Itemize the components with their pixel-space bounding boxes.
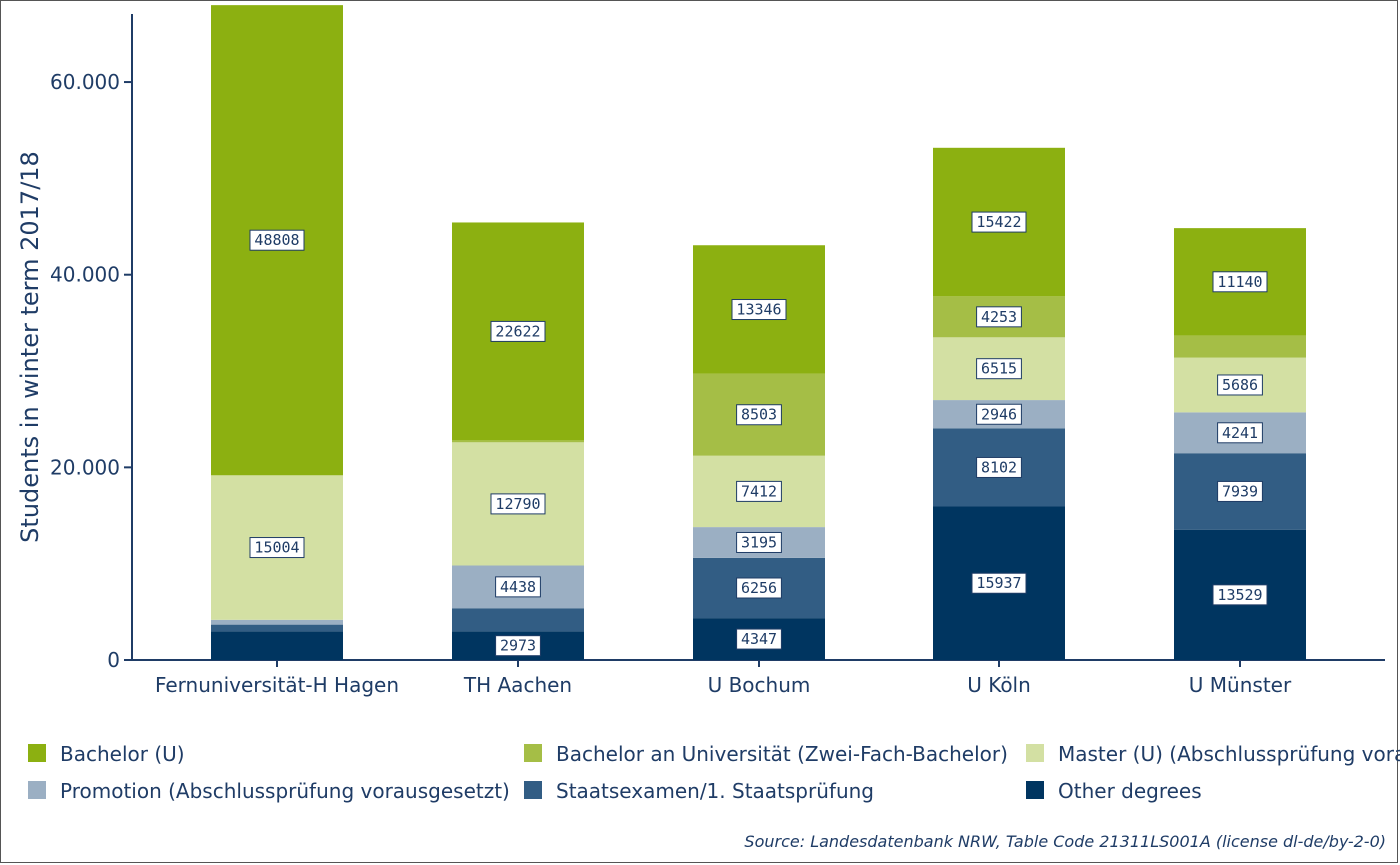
data-label: 22622 [495, 322, 540, 340]
legend-label: Bachelor an Universität (Zwei-Fach-Bache… [556, 742, 1008, 766]
data-label-box [976, 456, 1022, 478]
data-label-box [490, 493, 546, 515]
data-label-box [736, 628, 782, 650]
data-label: 11140 [1217, 273, 1262, 291]
data-label: 7939 [1222, 482, 1258, 500]
data-label-box [736, 480, 782, 502]
data-label: 4347 [741, 630, 777, 648]
source-caption: Source: Landesdatenbank NRW, Table Code … [744, 832, 1386, 851]
legend-label: Other degrees [1058, 779, 1202, 803]
data-label: 13529 [1217, 586, 1262, 604]
data-label: 48808 [254, 231, 299, 249]
data-label-box [971, 211, 1027, 233]
x-tick-label: U Bochum [708, 673, 811, 697]
data-label: 7412 [741, 482, 777, 500]
y-tick-label: 20.000 [50, 455, 120, 479]
data-label-box [736, 577, 782, 599]
legend-swatch [1026, 744, 1044, 762]
data-label-box [249, 537, 305, 559]
data-label-box [1212, 271, 1268, 293]
x-tick-label: TH Aachen [463, 673, 572, 697]
bar-segment [452, 608, 584, 632]
data-label-box [1212, 584, 1268, 606]
data-label: 15422 [976, 213, 1021, 231]
legend-label: Bachelor (U) [60, 742, 185, 766]
data-label: 8503 [741, 406, 777, 424]
y-axis-label: Students in winter term 2017/18 [16, 151, 44, 543]
legend-swatch [524, 744, 542, 762]
x-tick-label: U Münster [1189, 673, 1292, 697]
data-label: 2946 [981, 405, 1017, 423]
y-tick-label: 60.000 [50, 70, 120, 94]
data-label-box [736, 404, 782, 426]
y-tick-label: 40.000 [50, 263, 120, 287]
data-label-box [1217, 480, 1263, 502]
data-label-box [1217, 374, 1263, 396]
y-tick-label: 0 [107, 648, 120, 672]
data-label: 4253 [981, 308, 1017, 326]
legend-swatch [28, 744, 46, 762]
data-label-box [731, 299, 787, 321]
data-label: 6515 [981, 360, 1017, 378]
data-label: 3195 [741, 533, 777, 551]
legend-label: Master (U) (Abschlussprüfung vorausgeset… [1058, 742, 1400, 766]
legend-label: Staatsexamen/1. Staatsprüfung [556, 779, 874, 803]
legend-swatch [1026, 781, 1044, 799]
legend-swatch [28, 781, 46, 799]
data-label-box [976, 403, 1022, 425]
data-label: 12790 [495, 495, 540, 513]
data-label-box [736, 531, 782, 553]
data-label-box [971, 572, 1027, 594]
data-label: 4438 [500, 578, 536, 596]
data-label-box [976, 306, 1022, 328]
legend-swatch [524, 781, 542, 799]
data-label-box [495, 635, 541, 657]
bar-segment [211, 631, 343, 660]
data-label: 15004 [254, 539, 299, 557]
data-label-box [490, 320, 546, 342]
data-label-box [1217, 422, 1263, 444]
data-label: 5686 [1222, 376, 1258, 394]
data-label: 2973 [500, 637, 536, 655]
bar-segment [211, 624, 343, 632]
bar-segment [1174, 335, 1306, 358]
data-label: 6256 [741, 579, 777, 597]
data-label-box [976, 358, 1022, 380]
data-label-box [249, 229, 305, 251]
data-label: 8102 [981, 458, 1017, 476]
data-label-box [495, 576, 541, 598]
x-tick-label: Fernuniversität-H Hagen [155, 673, 399, 697]
data-label: 15937 [976, 574, 1021, 592]
x-tick-label: U Köln [967, 673, 1031, 697]
bar-segment [452, 440, 584, 443]
data-label: 13346 [736, 301, 781, 319]
legend-label: Promotion (Abschlussprüfung vorausgesetz… [60, 779, 510, 803]
bar-segment [211, 619, 343, 625]
data-label: 4241 [1222, 424, 1258, 442]
